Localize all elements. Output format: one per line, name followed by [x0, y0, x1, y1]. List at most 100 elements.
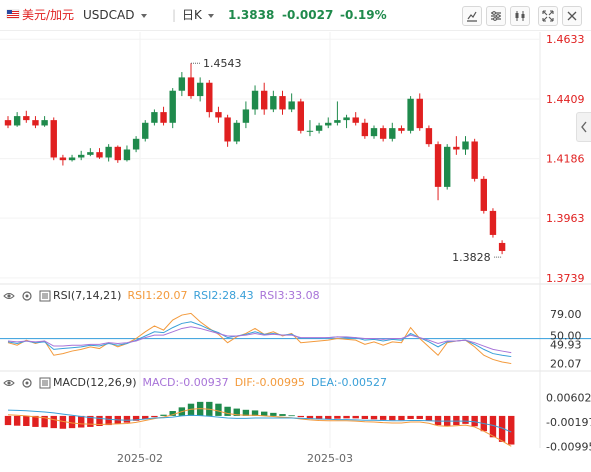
candle-body	[489, 210, 497, 235]
pair-name[interactable]: 美元/加元	[22, 8, 75, 22]
candle-body	[315, 125, 323, 131]
macd-bar	[224, 406, 231, 416]
caret-down-icon[interactable]	[207, 8, 215, 24]
price-tick: 1.4409	[546, 93, 585, 106]
candle-body	[224, 117, 231, 142]
price-change-pct: -0.19%	[340, 8, 387, 22]
macd-bar	[462, 415, 469, 424]
price-tick: 1.3963	[546, 212, 585, 225]
macd-bar	[242, 409, 250, 416]
time-tick: 2025-02	[117, 452, 163, 465]
candle-body	[416, 98, 423, 129]
candle-body	[407, 98, 414, 131]
gear-icon[interactable]	[21, 377, 33, 389]
candle-body	[361, 122, 369, 137]
candle-body	[251, 90, 259, 110]
price-axis: 1.4633 1.4409 1.4186 1.3963 1.3739	[546, 33, 585, 285]
candle-body	[334, 120, 341, 123]
candle-body	[87, 152, 94, 155]
macd-bar	[50, 415, 57, 429]
macd-bar	[306, 415, 314, 419]
compare-icon[interactable]	[462, 6, 482, 26]
candle-body	[434, 144, 442, 187]
last-price: 1.3838	[228, 8, 275, 22]
macd-tick: -0.00197	[546, 416, 591, 429]
macd-bar	[96, 415, 103, 426]
macd-bar	[169, 411, 176, 416]
macd-bar	[123, 415, 131, 423]
macd-bar	[489, 415, 497, 438]
macd-bar	[453, 415, 460, 426]
macd-bar	[279, 414, 286, 416]
candle-body	[59, 157, 67, 161]
macd-bar	[315, 415, 323, 419]
macd-bar	[4, 415, 12, 426]
macd-bar	[32, 415, 39, 427]
candle-body	[68, 157, 76, 161]
chevron-left-icon[interactable]	[576, 112, 591, 142]
candle-body	[297, 101, 304, 131]
eye-icon[interactable]	[3, 377, 15, 389]
candle-body	[453, 146, 460, 150]
low-label: 1.3828	[452, 251, 491, 264]
list-icon[interactable]	[39, 377, 51, 389]
eye-icon[interactable]	[3, 290, 15, 302]
candle-body	[132, 138, 140, 150]
macd-bar	[416, 415, 423, 419]
rsi2-value: RSI2:28.43	[193, 289, 254, 302]
list-icon[interactable]	[39, 290, 51, 302]
dea-line	[7, 409, 512, 433]
price-tick: 1.4633	[546, 33, 585, 46]
candle-body	[343, 117, 350, 121]
symbol-label[interactable]: USDCAD	[83, 8, 135, 22]
candlesticks: 1.4543 1.3828	[4, 57, 506, 264]
macd-bar	[361, 415, 369, 419]
candle-type-icon[interactable]	[510, 6, 530, 26]
macd-bar	[59, 415, 67, 429]
price-change: -0.0027	[282, 8, 334, 22]
timeframe-select[interactable]: 日K	[182, 8, 202, 22]
high-label: 1.4543	[203, 57, 242, 70]
candle-body	[261, 90, 268, 110]
macd-bar	[407, 415, 414, 419]
rsi-line-3	[7, 326, 512, 354]
gear-icon[interactable]	[21, 290, 33, 302]
candle-body	[123, 149, 131, 161]
macd-tick: 0.00602	[546, 392, 591, 405]
candle-body	[206, 82, 213, 113]
rsi-line-1	[7, 312, 512, 365]
chart-header: 美元/加元 USDCAD | 日K 1.3838 -0.0027 -0.19%	[0, 0, 591, 31]
candle-body	[325, 122, 332, 126]
macd-bar	[142, 415, 149, 419]
candle-body	[233, 122, 240, 142]
flag-icon	[6, 7, 20, 25]
candle-body	[78, 154, 85, 158]
candle-body	[425, 128, 433, 145]
caret-down-icon[interactable]	[140, 8, 148, 24]
candle-body	[96, 152, 103, 158]
macd-bar	[78, 415, 85, 428]
rsi-title: RSI(7,14,21)	[53, 289, 122, 302]
macd-panel: 0.00602 -0.00197 -0.00995	[4, 392, 591, 453]
expand-icon[interactable]	[538, 6, 558, 26]
macd-bar	[261, 411, 268, 416]
rsi-header: RSI(7,14,21) RSI1:20.07 RSI2:28.43 RSI3:…	[3, 289, 326, 302]
candle-body	[279, 96, 286, 110]
candle-body	[471, 141, 478, 179]
macd-value: MACD:-0.00937	[142, 376, 229, 389]
macd-title: MACD(12,26,9)	[53, 376, 137, 389]
close-icon[interactable]	[562, 6, 582, 26]
macd-bar	[297, 415, 304, 418]
macd-bar	[343, 415, 350, 419]
settings-icon[interactable]	[486, 6, 506, 26]
rsi3-value: RSI3:33.08	[259, 289, 320, 302]
candle-body	[41, 120, 48, 126]
macd-bar	[325, 415, 332, 419]
macd-bar	[160, 414, 167, 416]
macd-bar	[270, 412, 277, 416]
macd-bar	[68, 415, 76, 429]
macd-bar	[251, 410, 259, 416]
macd-bar	[471, 415, 478, 427]
